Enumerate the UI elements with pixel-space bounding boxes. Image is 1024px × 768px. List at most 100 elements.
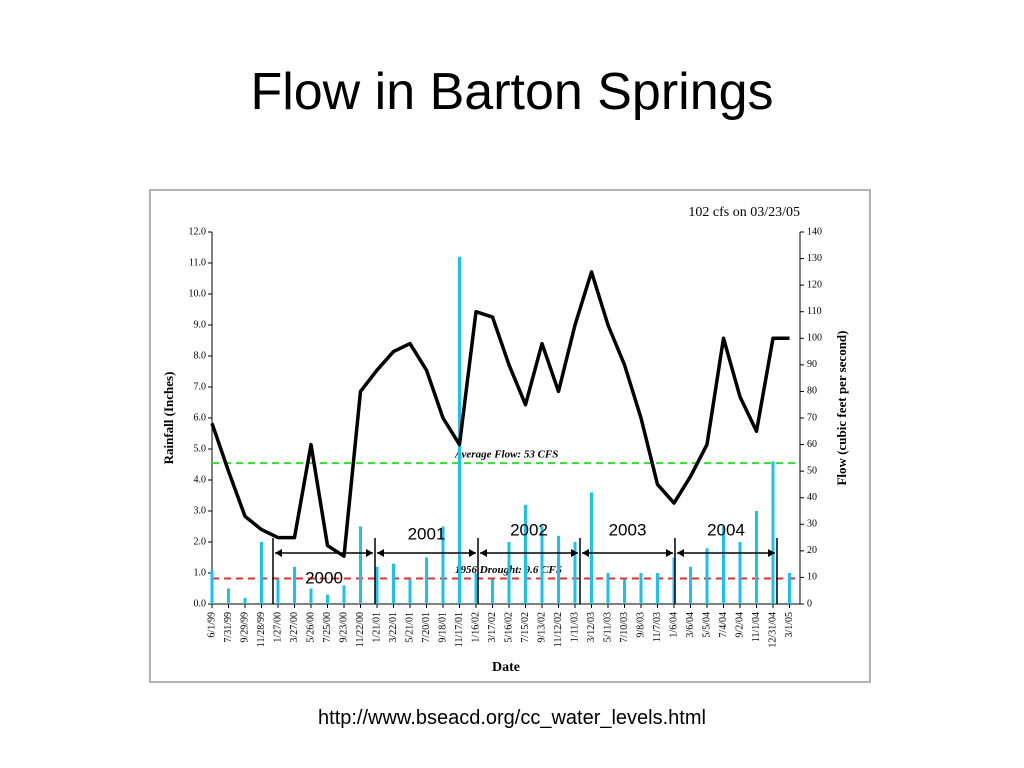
rainfall-bar xyxy=(375,566,379,604)
rainfall-bar xyxy=(474,573,478,604)
x-tick-label: 5/26/00 xyxy=(305,612,316,643)
rainfall-bar xyxy=(260,542,263,604)
y-tick-label: 3.0 xyxy=(194,505,207,516)
rainfall-bar xyxy=(738,542,742,604)
x-tick-label: 1/21/01 xyxy=(371,612,382,643)
period-label: 2001 xyxy=(408,524,446,543)
x-tick-label: 1/6/04 xyxy=(668,612,679,638)
x-tick-label: 1/16/02 xyxy=(470,612,481,643)
x-tick-label: 5/21/01 xyxy=(404,612,415,643)
y-tick-label: 0.0 xyxy=(194,598,207,609)
flow-line xyxy=(210,270,790,558)
x-tick-label: 3/27/00 xyxy=(289,612,300,643)
y2-axis-title: Flow (cubic feet per second) xyxy=(834,330,849,485)
rainfall-bar xyxy=(557,535,560,604)
rainfall-bar xyxy=(276,579,280,604)
x-tick-label: 11/17/01 xyxy=(454,612,465,647)
rainfall-bar xyxy=(672,557,676,604)
rainfall-bar xyxy=(392,563,395,604)
x-tick-label: 11/7/03 xyxy=(652,612,663,642)
x-tick-label: 5/16/02 xyxy=(503,612,514,643)
x-tick-label: 9/18/01 xyxy=(437,612,448,643)
rainfall-bar xyxy=(771,461,775,604)
x-tick-label: 5/11/03 xyxy=(602,612,613,642)
x-tick-label: 11/28/99 xyxy=(256,612,267,647)
rainfall-bar xyxy=(788,573,791,604)
rainfall-bar xyxy=(425,557,428,604)
y-tick-label: 12.0 xyxy=(189,226,207,237)
x-tick-label: 1/27/00 xyxy=(272,612,283,643)
x-tick-label: 12/31/04 xyxy=(767,612,778,648)
rainfall-bar xyxy=(359,526,362,604)
y2-tick-label: 100 xyxy=(807,333,822,344)
y2-tick-label: 50 xyxy=(807,465,817,476)
rainfall-bar xyxy=(722,526,725,604)
y2-tick-label: 140 xyxy=(807,226,822,237)
rainfall-bar xyxy=(623,579,626,604)
y-tick-label: 9.0 xyxy=(194,319,207,330)
x-tick-label: 7/20/01 xyxy=(421,612,432,643)
y2-tick-label: 20 xyxy=(807,545,817,556)
x-tick-label: 9/8/03 xyxy=(635,612,646,638)
rainfall-bar xyxy=(441,526,445,604)
rainfall-bar xyxy=(210,569,214,604)
rainfall-bar xyxy=(293,566,296,604)
x-tick-label: 3/17/02 xyxy=(487,612,498,643)
rainfall-bar xyxy=(639,573,643,604)
rainfall-bar xyxy=(540,526,544,604)
chart-frame xyxy=(149,189,871,683)
y-tick-label: 8.0 xyxy=(194,350,207,361)
rainfall-bar xyxy=(656,573,659,604)
y-tick-label: 10.0 xyxy=(189,288,207,299)
x-tick-label: 9/13/02 xyxy=(536,612,547,643)
y-tick-label: 7.0 xyxy=(194,381,207,392)
source-url: http://www.bseacd.org/cc_water_levels.ht… xyxy=(318,707,706,729)
y-tick-label: 11.0 xyxy=(189,257,206,268)
y-axis-title: Rainfall (Inches) xyxy=(161,372,176,465)
rainfall-bar xyxy=(227,588,230,604)
y2-tick-label: 120 xyxy=(807,279,822,290)
x-tick-label: 5/5/04 xyxy=(701,612,712,638)
y2-tick-label: 90 xyxy=(807,359,817,370)
x-tick-label: 3/6/04 xyxy=(685,612,696,638)
y-tick-label: 4.0 xyxy=(194,474,207,485)
x-tick-label: 11/12/02 xyxy=(553,612,564,647)
x-tick-label: 7/15/02 xyxy=(520,612,531,643)
x-axis-title: Date xyxy=(492,660,520,675)
x-tick-label: 1/11/03 xyxy=(569,612,580,642)
rainfall-bar xyxy=(491,579,494,604)
reference-label: Average Flow: 53 CFS xyxy=(454,449,558,461)
x-tick-label: 7/10/03 xyxy=(619,612,630,643)
rainfall-bar xyxy=(243,597,247,604)
y-tick-label: 5.0 xyxy=(194,443,207,454)
x-tick-label: 7/31/99 xyxy=(223,612,234,643)
y2-tick-label: 80 xyxy=(807,386,817,397)
x-tick-label: 9/23/00 xyxy=(338,612,349,643)
x-tick-label: 11/1/04 xyxy=(751,612,762,642)
x-tick-label: 3/22/01 xyxy=(388,612,399,643)
rainfall-bar xyxy=(705,548,709,604)
y-tick-label: 2.0 xyxy=(194,536,207,547)
chart-note: 102 cfs on 03/23/05 xyxy=(688,205,800,220)
x-tick-label: 3/1/05 xyxy=(784,612,795,638)
x-tick-label: 7/25/00 xyxy=(322,612,333,643)
y2-tick-label: 130 xyxy=(807,253,822,264)
y2-tick-label: 30 xyxy=(807,519,817,530)
rainfall-bar xyxy=(408,579,412,604)
period-label: 2004 xyxy=(707,520,745,539)
period-label: 2002 xyxy=(510,520,548,539)
rainfall-bar xyxy=(507,542,511,604)
y2-tick-label: 40 xyxy=(807,492,817,503)
rainfall-bar xyxy=(342,585,346,604)
period-label: 2000 xyxy=(305,568,343,587)
x-tick-label: 7/4/04 xyxy=(718,612,729,638)
y-tick-label: 6.0 xyxy=(194,412,207,423)
rainfall-bar xyxy=(524,504,527,604)
rainfall-bar xyxy=(326,594,329,604)
x-tick-label: 6/1/99 xyxy=(206,612,217,638)
x-tick-label: 3/12/03 xyxy=(586,612,597,643)
rainfall-bar xyxy=(606,573,610,604)
y2-tick-label: 70 xyxy=(807,412,817,423)
